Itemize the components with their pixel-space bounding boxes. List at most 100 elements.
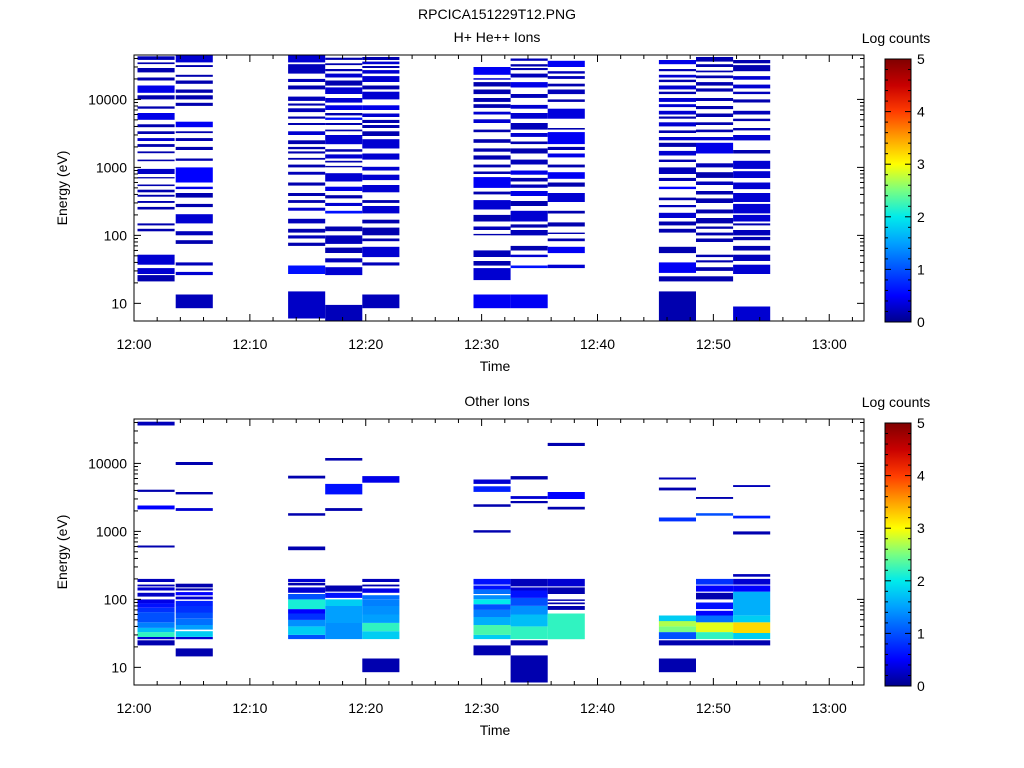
heatmap-cell <box>733 91 771 95</box>
heatmap-cell <box>175 271 213 276</box>
heatmap-cell <box>547 613 585 640</box>
heatmap-cell <box>510 104 548 109</box>
heatmap-cell <box>547 599 585 601</box>
heatmap-cell <box>175 240 213 244</box>
heatmap-cell <box>288 475 326 479</box>
heatmap-cell <box>288 582 326 586</box>
heatmap-cell <box>510 590 548 598</box>
heatmap-cell <box>733 65 771 72</box>
heatmap-cell <box>175 262 213 266</box>
heatmap-cell <box>325 267 363 276</box>
heatmap-cell <box>510 640 548 646</box>
heatmap-cell <box>733 118 771 122</box>
heatmap-cell <box>658 110 696 115</box>
heatmap-cell <box>510 578 548 587</box>
heatmap-cell <box>473 111 511 115</box>
heatmap-cell <box>137 587 175 591</box>
heatmap-cell <box>362 85 400 90</box>
heatmap-cell <box>547 238 585 242</box>
heatmap-cell <box>325 87 363 94</box>
heatmap-cell <box>137 201 175 203</box>
heatmap-cell <box>510 177 548 182</box>
heatmap-cell <box>137 131 175 134</box>
heatmap-cell <box>733 110 771 115</box>
x-tick-label: 12:50 <box>696 700 731 716</box>
heatmap-cell <box>733 622 771 633</box>
heatmap-cell <box>547 76 585 79</box>
heatmap-cell <box>510 614 548 627</box>
heatmap-cell <box>510 476 548 480</box>
heatmap-cell <box>362 200 400 203</box>
heatmap-cell <box>547 182 585 187</box>
x-tick-label: 12:00 <box>116 700 151 716</box>
heatmap-cell <box>733 193 771 202</box>
heatmap-cell <box>288 599 326 610</box>
heatmap-cell <box>137 124 175 128</box>
heatmap-cell <box>696 238 734 242</box>
heatmap-cell <box>547 587 585 594</box>
heatmap-cell <box>175 606 213 613</box>
heatmap-cell <box>325 235 363 244</box>
heatmap-cell <box>325 113 363 116</box>
heatmap-cell <box>325 599 363 606</box>
heatmap-cell <box>175 203 213 208</box>
heatmap-cell <box>473 129 511 133</box>
heatmap-cell <box>510 230 548 236</box>
x-tick-label: 12:10 <box>232 336 267 352</box>
heatmap-cell <box>696 267 734 271</box>
heatmap-cell <box>547 71 585 74</box>
heatmap-cell <box>325 508 363 511</box>
heatmap-cell <box>137 254 175 265</box>
heatmap-cell <box>547 602 585 605</box>
y-axis-label: Energy (eV) <box>54 151 70 226</box>
heatmap-cell <box>658 632 696 640</box>
heatmap-cell <box>547 578 585 587</box>
heatmap-cell <box>696 218 734 224</box>
heatmap-cell <box>473 261 511 266</box>
heatmap-cell <box>473 78 511 80</box>
heatmap-cell <box>696 163 734 168</box>
heatmap-cell <box>473 268 511 281</box>
heatmap-cell <box>510 73 548 78</box>
heatmap-cell <box>733 615 771 623</box>
heatmap-cell <box>733 574 771 577</box>
heatmap-cell <box>137 505 175 510</box>
heatmap-cell <box>362 174 400 181</box>
heatmap-cell <box>696 106 734 110</box>
heatmap-cell <box>137 592 175 597</box>
heatmap-cell <box>473 148 511 152</box>
heatmap-cell <box>510 597 548 606</box>
colorbar-tick-label: 1 <box>917 625 925 641</box>
heatmap-cell <box>137 617 175 623</box>
heatmap-cell <box>362 153 400 160</box>
heatmap-cell <box>547 108 585 119</box>
heatmap-cell <box>288 85 326 90</box>
heatmap-cell <box>137 189 175 193</box>
heatmap-cell <box>288 587 326 593</box>
heatmap-cell <box>362 119 400 123</box>
heatmap-cell <box>362 584 400 587</box>
x-tick-label: 12:00 <box>116 336 151 352</box>
heatmap-cell <box>137 599 175 604</box>
heatmap-cell <box>175 102 213 106</box>
heatmap-cell <box>175 492 213 495</box>
heatmap-cell <box>547 146 585 150</box>
heatmap-cell <box>288 578 326 582</box>
heatmap-cell <box>658 130 696 133</box>
heatmap-cell <box>696 64 734 67</box>
heatmap-cell <box>175 65 213 67</box>
heatmap-cell <box>362 61 400 65</box>
heatmap-cell <box>733 585 771 592</box>
heatmap-cell <box>733 591 771 616</box>
heatmap-cell <box>510 82 548 88</box>
heatmap-cell <box>658 487 696 491</box>
heatmap-cell <box>473 191 511 195</box>
heatmap-cell <box>362 614 400 623</box>
colorbar-tick-label: 4 <box>917 104 925 120</box>
heatmap-cell <box>137 489 175 492</box>
heatmap-cell <box>733 485 771 487</box>
y-tick-label: 1000 <box>96 523 127 539</box>
heatmap-cell <box>137 95 175 100</box>
panel-title: H+ He++ Ions <box>454 29 541 45</box>
